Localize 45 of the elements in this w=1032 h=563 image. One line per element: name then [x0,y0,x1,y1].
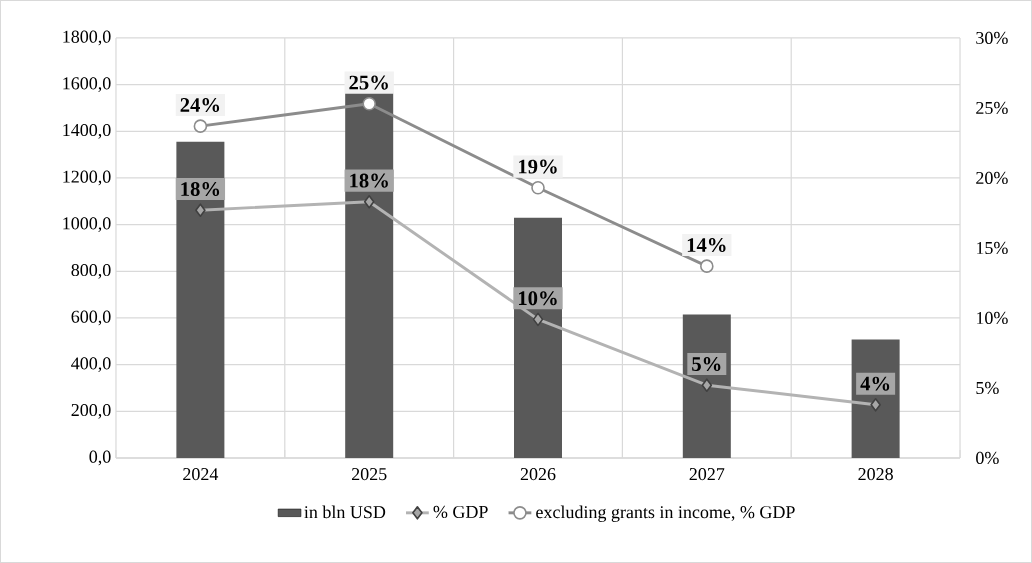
data-label: 4% [860,376,890,391]
data-label: 10% [518,291,557,306]
point [363,194,375,209]
data-label: 25% [349,75,388,90]
x-tick-label: 2024 [183,468,219,481]
y2-tick-label: 10% [976,311,1008,325]
y-tick-label: 800,0 [71,263,111,279]
data-label: 14% [687,238,726,253]
data-label: 18% [350,173,388,188]
y2-tick-label: 5% [976,381,999,395]
legend-label: excluding grants in income, % GDP [536,505,795,522]
y-tick-label: 1000,0 [63,217,111,233]
y-tick-label: 600,0 [71,310,111,326]
y2-tick-label: 20% [976,171,1008,185]
data-label: 18% [181,182,220,197]
point [700,259,714,273]
point [701,378,713,392]
bar [176,141,225,458]
y-tick-label: 200,0 [71,403,111,419]
y2-tick-label: 15% [976,241,1008,255]
y-tick-label: 1800,0 [63,30,111,46]
legend-label: % GDP [433,505,488,519]
y-tick-label: 1400,0 [63,123,111,139]
y-tick-label: 1600,0 [63,77,111,92]
point [532,312,544,327]
y2-tick-label: 25% [976,101,1008,115]
bar [514,217,562,458]
point [362,96,376,111]
legend-label: in bln USD [304,505,386,519]
x-tick-label: 2025 [351,468,387,481]
data-label: 5% [692,357,721,372]
x-tick-label: 2027 [689,468,725,481]
x-tick-label: 2026 [520,468,556,481]
y-tick-label: 0,0 [89,450,111,466]
point [193,119,208,133]
y-tick-label: 400,0 [71,357,111,373]
x-tick-label: 2028 [858,468,893,481]
data-label: 24% [180,98,220,113]
data-label: 19% [518,159,557,174]
y-tick-label: 1200,0 [63,170,111,186]
y2-tick-label: 30% [976,31,1008,45]
y2-tick-label: 0% [976,451,999,465]
point [870,397,881,412]
point [195,203,206,217]
point [531,180,545,195]
